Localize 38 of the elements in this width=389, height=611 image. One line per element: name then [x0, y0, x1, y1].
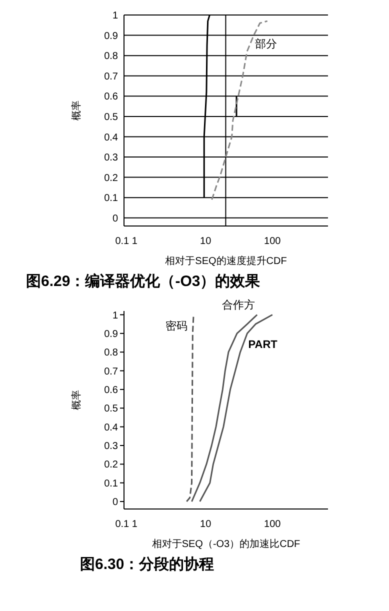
y-tick-label: 0.9: [104, 328, 118, 340]
x-tick-label: 100: [264, 236, 282, 247]
series-label: PART: [248, 339, 278, 352]
x-tick-label: 10: [200, 236, 212, 247]
y-tick-label: 0.3: [104, 441, 118, 452]
y-tick-label: 0.2: [104, 172, 118, 184]
y-tick-label: 0.8: [104, 348, 118, 359]
y-axis-title: 概率: [70, 390, 83, 410]
y-tick-label: 0: [112, 497, 118, 508]
series-label: 密码: [166, 319, 188, 332]
y-tick-label: 1: [112, 10, 118, 22]
series-label: 部分: [255, 38, 278, 51]
x-axis-title: 相对于SEQ（-O3）的加速比CDF: [152, 538, 300, 550]
y-tick-label: 0.1: [104, 193, 118, 204]
y-tick-label: 0.2: [104, 460, 118, 471]
x-tick-label: 0.1 1: [115, 236, 138, 247]
text: 图6.29：编译器优化（-O3）的效果: [25, 272, 262, 291]
x-tick-label: 10: [200, 519, 212, 530]
y-tick-label: 0.3: [104, 152, 118, 164]
y-tick-label: 0.4: [104, 422, 118, 434]
text: 图6.30：分段的协程: [79, 555, 216, 574]
y-tick-label: 0: [112, 213, 118, 224]
y-tick-label: 0.7: [104, 366, 118, 378]
y-tick-label: 1: [112, 310, 118, 322]
series-label: 合作方: [222, 298, 256, 312]
y-tick-label: 0.8: [104, 51, 118, 62]
x-axis-title: 相对于SEQ的速度提升CDF: [165, 255, 287, 267]
y-tick-label: 0.6: [104, 92, 118, 103]
x-tick-label: 100: [264, 519, 282, 530]
y-tick-label: 0.5: [104, 112, 118, 123]
y-tick-label: 0.9: [104, 30, 118, 42]
x-tick-label: 0.1 1: [115, 519, 138, 530]
y-tick-label: 0.7: [104, 71, 118, 82]
y-tick-label: 0.4: [104, 132, 118, 144]
y-tick-label: 0.6: [104, 385, 118, 396]
y-tick-label: 0.1: [104, 478, 118, 490]
y-tick-label: 0.5: [104, 404, 118, 415]
y-axis-title: 概率: [70, 100, 83, 120]
